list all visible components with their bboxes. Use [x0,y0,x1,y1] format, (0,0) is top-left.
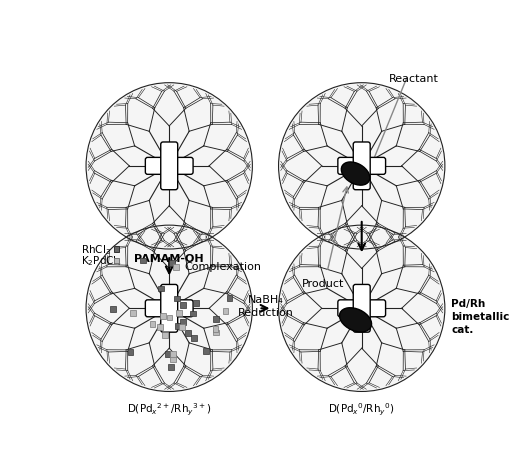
Text: NaBH₄: NaBH₄ [248,294,284,304]
FancyBboxPatch shape [145,158,193,175]
Bar [128,349,134,355]
Bar [114,258,119,263]
Bar [158,286,164,292]
Bar [180,303,186,308]
Bar [173,264,179,270]
Bar [162,332,167,338]
Text: RhCl$_3$: RhCl$_3$ [82,242,111,256]
Text: Complexation: Complexation [184,261,262,271]
Circle shape [86,84,252,249]
FancyBboxPatch shape [338,300,386,317]
Circle shape [86,226,252,392]
Circle shape [279,84,445,249]
Bar [203,348,209,354]
Bar [114,247,119,252]
Bar [190,311,196,317]
FancyBboxPatch shape [161,285,178,332]
Bar [149,321,155,327]
Bar [170,357,176,363]
Bar [213,327,218,332]
Bar [214,330,219,336]
Ellipse shape [341,162,370,186]
FancyBboxPatch shape [353,143,370,190]
Text: Product: Product [302,279,344,289]
Text: D(Pd$_x$$^{0}$/Rh$_y$$^{0}$): D(Pd$_x$$^{0}$/Rh$_y$$^{0}$) [329,401,395,417]
Text: Pd/Rh
bimetallic
cat.: Pd/Rh bimetallic cat. [451,298,509,335]
Ellipse shape [340,308,372,332]
Bar [174,296,180,302]
Text: PAMAM-OH: PAMAM-OH [135,253,204,263]
Bar [169,364,174,370]
Bar [140,258,146,264]
Bar [169,261,175,266]
FancyBboxPatch shape [161,143,178,190]
Bar [130,310,136,316]
Bar [191,335,197,341]
Bar [175,324,181,330]
Bar [180,319,186,325]
Bar [213,316,219,322]
Bar [110,306,116,312]
Bar [166,315,172,321]
FancyBboxPatch shape [353,285,370,332]
FancyBboxPatch shape [338,158,386,175]
Bar [164,352,170,357]
FancyBboxPatch shape [145,300,193,317]
Bar [193,300,199,306]
Text: D(Pd$_x$$^{2+}$/Rh$_y$$^{3+}$): D(Pd$_x$$^{2+}$/Rh$_y$$^{3+}$) [127,401,211,417]
Bar [170,352,175,357]
Text: K$_2$PdCl$_4$: K$_2$PdCl$_4$ [82,254,122,268]
Bar [227,295,233,301]
Text: Reduction: Reduction [237,308,294,318]
Bar [176,310,182,316]
Bar [223,309,228,314]
Bar [186,330,191,336]
Text: Reactant: Reactant [389,74,439,84]
Circle shape [279,226,445,392]
Bar [179,324,185,330]
Bar [160,313,166,319]
Bar [157,325,163,330]
